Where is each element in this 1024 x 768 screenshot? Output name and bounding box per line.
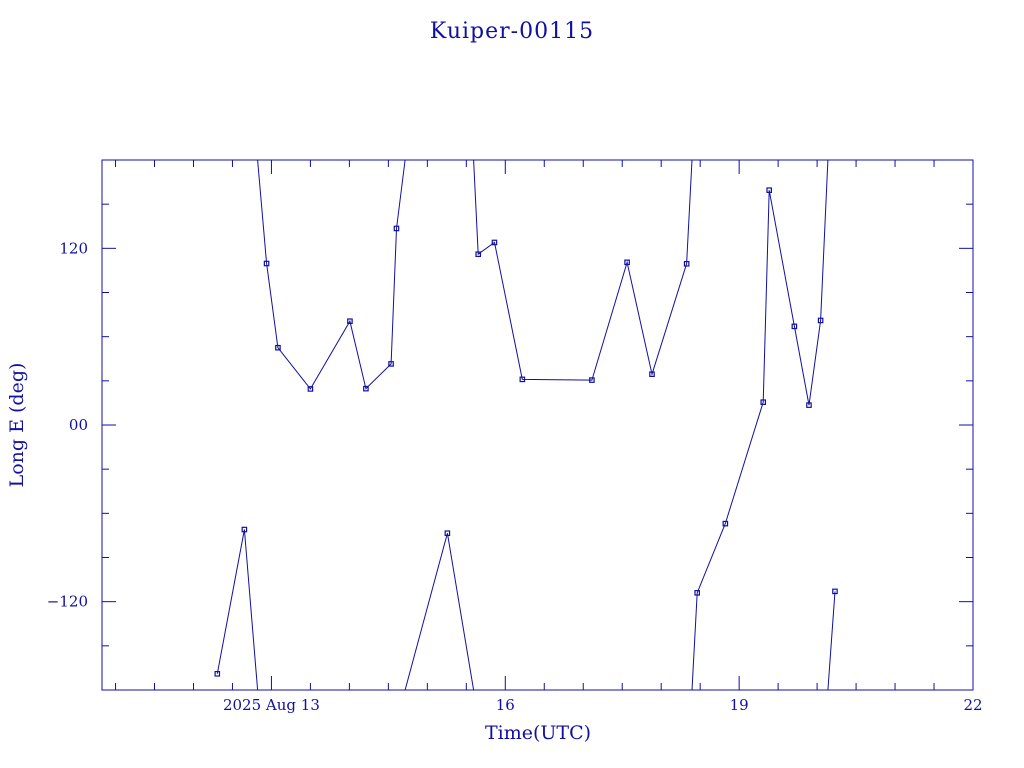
data-point: [263, 260, 270, 267]
data-point: [624, 259, 630, 266]
series-segment: [827, 591, 836, 691]
data-point: [491, 239, 498, 246]
tick-labels: 2025 Aug 13 16 19 22 120 00 −120: [47, 239, 983, 714]
series-segment: [473, 159, 693, 381]
series-segment: [404, 533, 475, 691]
data-point: [589, 377, 595, 383]
data-point: [760, 399, 767, 405]
x-tick-label: 22: [963, 696, 982, 714]
data-point: [241, 526, 248, 533]
series-segment: [257, 159, 406, 390]
series-segment: [691, 159, 829, 691]
y-axis-label: Long E (deg): [6, 363, 28, 488]
data-point: [694, 590, 700, 596]
data-point: [307, 386, 314, 392]
data-point: [817, 317, 824, 324]
data-point: [649, 371, 655, 378]
data-point: [722, 520, 729, 527]
data-point: [363, 385, 369, 392]
data-point: [347, 318, 353, 325]
chart-title: Kuiper-00115: [430, 19, 594, 44]
data-point: [791, 323, 798, 330]
y-tick-label: 00: [69, 416, 88, 434]
x-tick-label: 19: [730, 696, 749, 714]
data-point: [683, 260, 690, 267]
x-tick-label: 2025 Aug 13: [223, 696, 320, 714]
y-tick-label: −120: [47, 593, 88, 611]
data-point: [393, 225, 400, 232]
axis-ticks: [102, 159, 974, 691]
data-point: [766, 187, 772, 193]
data-point: [388, 361, 394, 367]
data-point: [275, 344, 281, 351]
series-segment: [216, 529, 259, 691]
data-point: [475, 251, 482, 258]
data-point: [806, 402, 812, 408]
data-point: [444, 530, 451, 537]
x-axis-label: Time(UTC): [485, 722, 591, 744]
y-tick-label: 120: [59, 239, 88, 257]
x-tick-label: 16: [496, 696, 515, 714]
data-point: [214, 671, 221, 677]
data-point: [519, 376, 526, 383]
series-line: [214, 159, 838, 691]
plot-frame: [101, 159, 974, 691]
data-point: [832, 588, 838, 595]
